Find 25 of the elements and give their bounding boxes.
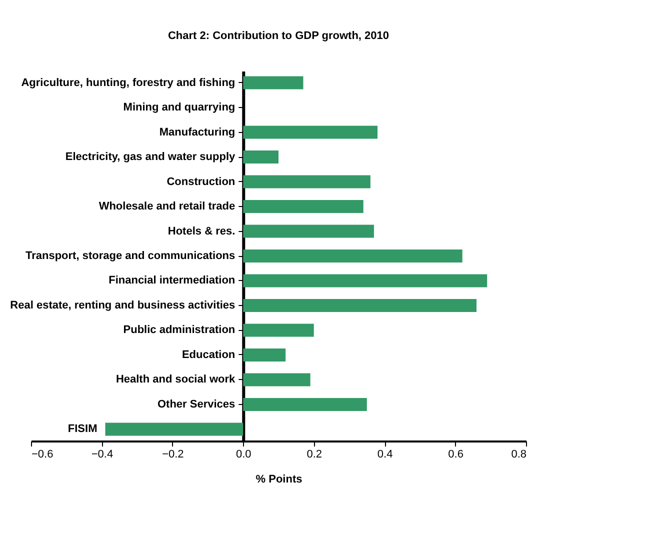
y-tick-label: Financial intermediation [108,274,236,287]
x-tick-label: 0.6 [448,448,464,460]
y-tick-label: Wholesale and retail trade [98,200,236,212]
y-tick-label: Electricity, gas and water supply [65,151,236,164]
y-tick-label: Public administration [123,324,236,336]
y-tick-label: Hotels & res. [168,225,236,238]
x-tick-label: −0.2 [162,448,184,460]
y-tick-label: Construction [166,176,236,188]
y-tick-label: Mining and quarrying [123,102,236,114]
x-axis-title: % Points [256,474,302,486]
y-tick-label: Real estate, renting and business activities [10,300,236,312]
y-tick-label: Agriculture, hunting, forestry and fishing [21,76,236,89]
y-tick-label: Health and social work [116,374,236,386]
y-tick-label: FISIM [68,423,98,436]
y-tick-label: Transport, storage and communications [25,250,236,262]
y-tick-label: Manufacturing [159,126,236,138]
x-tick-label: −0.6 [32,448,54,460]
x-tick-label: 0.4 [377,448,393,460]
x-tick-label: 0.8 [511,448,526,460]
chart-title: Chart 2: Contribution to GDP growth, 2010 [168,30,390,42]
y-tick-label: Education [182,348,236,361]
x-tick-label: 0.2 [306,448,322,460]
x-tick-label: 0.0 [236,448,252,460]
x-tick-label: −0.4 [91,448,114,460]
y-tick-label: Other Services [157,398,236,410]
